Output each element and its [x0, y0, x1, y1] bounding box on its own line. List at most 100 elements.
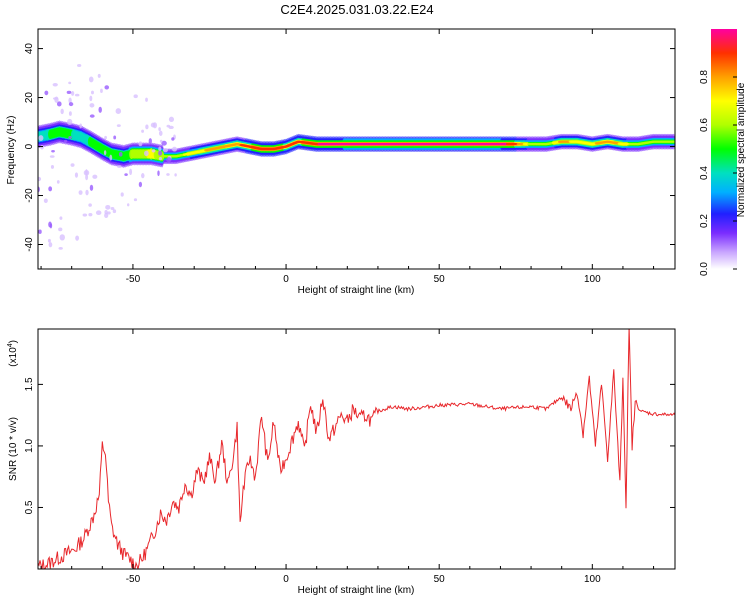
spectrogram-noise-cell	[50, 164, 55, 169]
spectrogram-noise-cell	[40, 144, 44, 150]
spectrogram-noise-cell	[58, 246, 63, 250]
spectrogram-noise-cell	[103, 150, 107, 156]
snr-frame	[37, 328, 676, 570]
spectrogram-noise-cell	[85, 189, 89, 196]
spectrogram-noise-cell	[49, 155, 55, 158]
colorbar-label: Normalized spectral amplitude	[736, 82, 747, 217]
snr-panel: -50 0 50 100 0.5 1.0 1.5 Height of straight li…	[7, 328, 676, 596]
spectrogram-noise-cell	[77, 64, 82, 68]
spectrogram-noise-cell	[79, 123, 82, 129]
spectrogram-xtick-label: -50	[126, 274, 141, 285]
spectrogram-xtick-label: 100	[584, 274, 601, 285]
colorbar-tick-label: 0.8	[699, 70, 710, 84]
spectrogram-noise-cell	[38, 176, 42, 182]
snr-ytick-label: 0.5	[24, 500, 35, 514]
spectrogram-noise-cell	[88, 212, 93, 217]
spectrogram-noise-cell	[129, 168, 133, 176]
spectrogram-noise-cell	[74, 93, 80, 97]
spectrogram-noise-cell	[104, 135, 107, 140]
spectrogram-noise-cell	[66, 90, 72, 94]
spectrogram-noise-cell	[145, 97, 148, 102]
spectrogram-noise-cell	[95, 210, 102, 216]
spectrogram-noise-cell	[109, 154, 113, 161]
snr-xtick-label: 0	[283, 574, 289, 585]
spectrogram-noise-cell	[68, 102, 74, 107]
spectrogram-ytick-label: 20	[24, 92, 35, 104]
spectrogram-noise-cell	[48, 242, 53, 248]
spectrogram-noise-cell	[89, 103, 95, 108]
spectrogram-noise-cell	[89, 184, 94, 191]
colorbar-tick-label: 0.6	[699, 118, 710, 132]
spectrogram-noise-cell	[68, 81, 72, 85]
spectrogram-noise-cell	[38, 135, 44, 141]
spectrogram-noise-cell	[158, 127, 161, 132]
spectrogram-noise-cell	[133, 198, 138, 202]
spectrogram-ytick-label: -40	[24, 237, 35, 252]
colorbar: 0.0 0.2 0.4 0.6 0.8 Normalized spectral ampl…	[699, 29, 747, 276]
spectrogram-noise-cell	[104, 85, 110, 90]
spectrogram-noise-cell	[38, 229, 42, 234]
spectrogram-noise-cell	[166, 173, 170, 176]
spectrogram-noise-cell	[44, 90, 49, 96]
spectrogram-noise-cell	[59, 234, 65, 241]
spectrogram-noise-cell	[144, 150, 149, 157]
spectrogram-noise-cell	[115, 108, 122, 115]
spectrogram-noise-cell	[91, 90, 94, 95]
spectrogram-noise-cell	[68, 111, 72, 116]
spectrogram-noise-cell	[67, 118, 73, 126]
spectrogram-xtick-label: 0	[283, 274, 289, 285]
spectrogram-noise-cell	[107, 211, 111, 215]
spectrogram-noise-cell	[51, 150, 55, 153]
snr-axes: -50 0 50 100 0.5 1.0 1.5	[24, 329, 675, 585]
spectrogram-noise-cell	[75, 235, 80, 241]
spectrogram-noise-cell	[133, 94, 138, 99]
spectrogram-ylabel: Frequency (Hz)	[6, 116, 17, 185]
spectrogram-noise-cell	[59, 216, 63, 220]
snr-series-line	[38, 329, 675, 569]
spectrogram-noise-cell	[141, 173, 145, 179]
figure-title: C2E4.2025.031.03.22.E24	[280, 2, 433, 17]
snr-xtick-label: 50	[434, 574, 446, 585]
snr-yscale-base: (x10	[8, 347, 19, 367]
spectrogram-noise-cell	[68, 97, 72, 104]
spectrogram-ytick-label: -20	[24, 188, 35, 203]
spectrogram-noise-cell	[126, 203, 130, 207]
spectrogram-noise-cell	[157, 170, 160, 177]
spectrogram-noise-cell	[113, 135, 117, 140]
spectrogram-noise-cell	[105, 204, 111, 210]
spectrogram-noise-cell	[89, 114, 95, 118]
spectrogram-noise-cell	[88, 203, 92, 207]
spectrogram-image	[38, 64, 675, 250]
spectrogram-noise-cell	[68, 136, 72, 140]
spectrogram-noise-cell	[124, 173, 128, 177]
spectrogram-noise-cell	[117, 165, 122, 169]
spectrogram-noise-cell	[92, 174, 98, 179]
spectrogram-noise-cell	[158, 156, 163, 161]
spectrogram-noise-cell	[110, 206, 115, 210]
spectrogram-noise-cell	[112, 209, 117, 214]
snr-ytick-label: 1.0	[24, 439, 35, 453]
spectrogram-noise-cell	[54, 96, 59, 103]
spectrogram-noise-cell	[47, 238, 51, 243]
spectrogram-noise-cell	[52, 83, 58, 87]
spectrogram-noise-cell	[168, 116, 175, 123]
spectrogram-noise-cell	[98, 106, 102, 113]
spectrogram-ytick-label: 40	[24, 43, 35, 55]
spectrogram-frame	[37, 28, 676, 270]
snr-xtick-label: -50	[126, 574, 141, 585]
colorbar-gradient	[711, 29, 737, 269]
spectrogram-noise-cell	[89, 95, 93, 102]
spectrogram-noise-cell	[83, 169, 90, 176]
spectrogram-noise-cell	[141, 129, 145, 133]
spectrogram-panel: -50 0 50 100 -40 -20 0 20 40 Height of straight …	[6, 28, 676, 296]
spectrogram-noise-cell	[166, 157, 172, 163]
spectrogram-noise-cell	[100, 88, 103, 94]
svg-text:(x104): (x104)	[7, 340, 19, 367]
snr-ylabel: SNR (10 * v/v)	[8, 417, 19, 481]
spectrogram-noise-cell	[174, 173, 177, 177]
spectrogram-noise-cell	[162, 148, 168, 153]
spectrogram-noise-cell	[43, 198, 48, 203]
spectrogram-noise-cell	[120, 192, 124, 197]
colorbar-tick-label: 0.2	[699, 214, 710, 228]
